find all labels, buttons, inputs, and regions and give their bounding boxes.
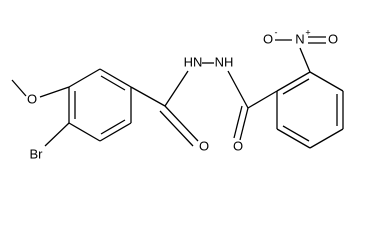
atom-label: O [27,91,37,106]
bonds [11,36,344,149]
molecule-diagram: O Br O HN NH O N + O - O [11,27,344,161]
atom-label: NH [215,54,234,69]
atom-label: O [328,31,338,46]
atom-label: HN [184,54,203,69]
atom-label: O [199,138,209,153]
atom-label: O [233,138,243,153]
charge-label: + [305,27,310,37]
charge-label: - [275,27,278,37]
atom-label: O [263,31,273,46]
atom-label: Br [30,146,44,161]
atom-label: N [295,31,304,46]
page: O Br O HN NH O N + O - O (() => { const … [11,27,344,162]
atom-labels: O Br O HN NH O N + O - O [27,27,338,161]
